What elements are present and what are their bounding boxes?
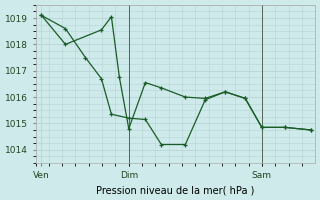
X-axis label: Pression niveau de la mer( hPa ): Pression niveau de la mer( hPa ) — [96, 185, 254, 195]
